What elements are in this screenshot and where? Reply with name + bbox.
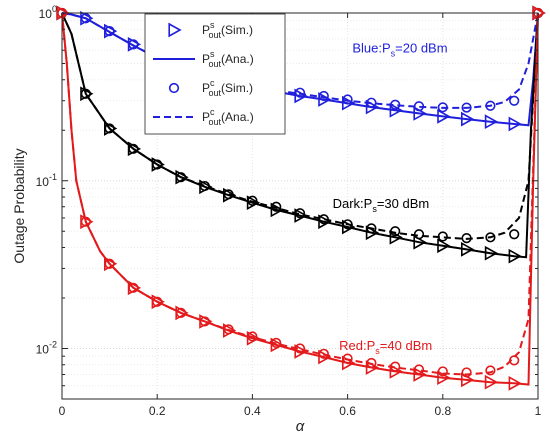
series-line-ana-c bbox=[61, 12, 539, 240]
marker-sim-s bbox=[104, 121, 118, 136]
marker-sim-s bbox=[223, 323, 237, 338]
marker-sim-s bbox=[365, 360, 380, 375]
marker-sim-s bbox=[294, 88, 308, 104]
marker-sim-s bbox=[318, 349, 332, 365]
series-line-ana-c bbox=[61, 12, 539, 109]
axes: 0 0.2 0.4 0.6 0.8 1 10-2 10-1 100 bbox=[36, 4, 542, 418]
marker-sim-c bbox=[461, 233, 472, 244]
marker-sim-s bbox=[461, 372, 475, 388]
marker-sim-s bbox=[342, 219, 356, 235]
marker-sim-s bbox=[437, 238, 451, 254]
marker-sim-s bbox=[461, 241, 475, 257]
marker-sim-s bbox=[294, 344, 308, 359]
marker-sim-s bbox=[484, 245, 499, 261]
marker-sim-c bbox=[485, 365, 496, 376]
series-annotation: Dark:Ps=30 dBm bbox=[333, 196, 430, 214]
marker-sim-s bbox=[80, 214, 94, 230]
marker-sim-s bbox=[199, 314, 213, 329]
y-tick-label: 10-1 bbox=[36, 172, 57, 189]
marker-sim-c bbox=[437, 102, 448, 113]
marker-sim-s bbox=[508, 375, 522, 391]
marker-sim-s bbox=[461, 111, 475, 127]
x-tick-label: 1 bbox=[535, 404, 542, 418]
marker-sim-s bbox=[389, 102, 403, 118]
marker-sim-s bbox=[413, 367, 427, 382]
marker-sim-s bbox=[80, 10, 94, 26]
x-tick-label: 0.2 bbox=[149, 404, 166, 418]
marker-sim-s bbox=[318, 92, 332, 107]
marker-sim-s bbox=[104, 23, 118, 39]
marker-sim-s bbox=[175, 169, 189, 185]
marker-sim-s bbox=[104, 256, 118, 272]
marker-sim-s bbox=[294, 208, 308, 223]
marker-sim-s bbox=[127, 280, 142, 296]
marker-sim-s bbox=[270, 202, 284, 218]
marker-sim-s bbox=[413, 234, 427, 250]
marker-sim-s bbox=[80, 86, 94, 102]
marker-sim-c bbox=[485, 100, 496, 111]
marker-sim-s bbox=[318, 214, 332, 230]
y-tick-label: 10-2 bbox=[36, 340, 57, 357]
marker-sim-s bbox=[365, 99, 380, 115]
x-tick-label: 0 bbox=[59, 404, 66, 418]
marker-sim-s bbox=[127, 37, 142, 52]
legend-marker-circle bbox=[168, 82, 180, 94]
marker-sim-c bbox=[485, 232, 496, 243]
x-tick-label: 0.6 bbox=[339, 404, 356, 418]
series-annotation: Red:Ps=40 dBm bbox=[339, 338, 432, 356]
marker-sim-s bbox=[342, 95, 356, 111]
marker-sim-s bbox=[246, 330, 261, 346]
marker-sim-c bbox=[509, 95, 520, 106]
legend-box bbox=[144, 13, 286, 135]
legend-label: Ps out(Ana.) bbox=[202, 49, 254, 69]
y-axis-label: Outage Probability bbox=[11, 148, 27, 263]
marker-sim-c bbox=[509, 355, 520, 366]
marker-sim-s bbox=[151, 294, 165, 310]
marker-sim-s bbox=[484, 374, 499, 390]
legend: Ps out(Sim.) Ps out(Ana.) Pc out(Sim.) Pc out(A… bbox=[144, 13, 286, 135]
marker-sim-s bbox=[437, 370, 451, 386]
series-annotation: Blue:Ps=20 dBm bbox=[352, 41, 447, 59]
y-tick-label: 100 bbox=[39, 4, 57, 21]
marker-sim-c bbox=[509, 229, 520, 240]
series-layer bbox=[56, 5, 546, 391]
marker-sim-c bbox=[461, 102, 472, 113]
marker-sim-s bbox=[151, 157, 165, 172]
marker-sim-s bbox=[342, 355, 356, 371]
marker-sim-s bbox=[508, 116, 522, 132]
marker-sim-s bbox=[56, 5, 70, 21]
x-axis-label: α bbox=[296, 418, 305, 435]
marker-sim-s bbox=[223, 187, 237, 203]
marker-sim-s bbox=[127, 141, 142, 157]
x-tick-label: 0.4 bbox=[244, 404, 261, 418]
marker-sim-s bbox=[389, 364, 403, 379]
marker-sim-s bbox=[437, 109, 451, 124]
series-line-ana-c bbox=[61, 12, 539, 376]
marker-sim-s bbox=[199, 179, 213, 195]
legend-label: Pc out(Sim.) bbox=[202, 78, 253, 98]
marker-sim-s bbox=[365, 225, 380, 241]
marker-sim-s bbox=[270, 337, 284, 353]
legend-label: Ps out(Sim.) bbox=[202, 20, 253, 40]
legend-label: Pc out(Ana.) bbox=[202, 107, 254, 127]
annotations: Blue:Ps=20 dBm Dark:Ps=30 dBm Red:Ps=40 dB… bbox=[333, 41, 448, 356]
marker-sim-s bbox=[484, 114, 499, 130]
marker-sim-s bbox=[508, 248, 522, 264]
plot-area-border bbox=[61, 12, 539, 400]
marker-sim-s bbox=[413, 106, 427, 121]
marker-sim-c bbox=[437, 231, 448, 242]
marker-sim-s bbox=[246, 195, 261, 211]
marker-sim-s bbox=[175, 305, 189, 321]
legend-marker-triangle bbox=[168, 22, 182, 38]
marker-sim-s bbox=[389, 229, 403, 245]
x-tick-label: 0.8 bbox=[434, 404, 451, 418]
